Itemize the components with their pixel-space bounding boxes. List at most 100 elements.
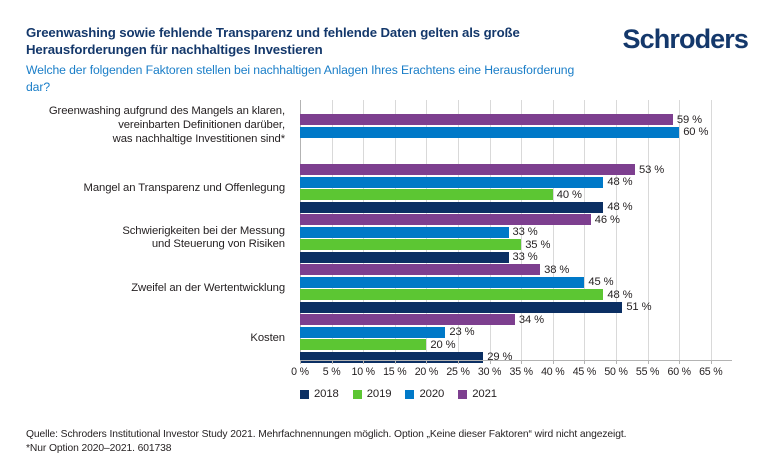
x-tick-label: 55 %	[635, 366, 660, 378]
category-axis-labels: Greenwashing aufgrund des Mangels an kla…	[0, 100, 293, 360]
legend-swatch-icon	[300, 389, 309, 399]
bar-2019-group-4	[300, 339, 427, 351]
title-block: Greenwashing sowie fehlende Transparenz …	[26, 24, 596, 95]
x-tick	[647, 360, 649, 364]
bar-2019-group-3	[300, 289, 604, 301]
x-tick-label: 45 %	[572, 366, 597, 378]
x-tick	[331, 360, 333, 364]
bar-2018-group-1	[300, 201, 604, 213]
bar-value-label: 45 %	[588, 276, 614, 289]
bar-2020-group-2	[300, 226, 509, 238]
bar-value-label: 33 %	[512, 251, 538, 264]
footnote-note: *Nur Option 2020–2021. 601738	[26, 443, 172, 454]
x-tick	[300, 360, 301, 364]
legend-swatch-icon	[352, 389, 362, 399]
category-label-line: Greenwashing aufgrund des Mangels an kla…	[48, 105, 285, 118]
category-label-line: Mangel an Transparenz und Offenlegung	[83, 181, 286, 194]
x-tick	[552, 360, 554, 364]
page-title: Greenwashing sowie fehlende Transparenz …	[26, 25, 520, 57]
x-tick-label: 0 %	[291, 366, 309, 378]
legend-label: 2019	[366, 388, 392, 400]
x-axis-line	[300, 360, 732, 361]
gridline	[616, 100, 617, 360]
bar-2021-group-1	[300, 164, 635, 175]
category-label-line: Zweifel an der Wertentwicklung	[131, 281, 285, 294]
category-label-line: und Steuerung von Risiken	[151, 238, 285, 251]
gridline	[647, 100, 649, 360]
x-tick-label: 65 %	[699, 366, 723, 378]
x-tick-label: 5 %	[322, 366, 341, 378]
x-tick	[394, 360, 396, 364]
bar-2020-group-4	[300, 326, 446, 338]
x-tick-label: 20 %	[414, 366, 439, 378]
bar-value-label: 53 %	[638, 163, 665, 176]
legend-label: 2021	[472, 388, 497, 400]
gridline	[679, 100, 681, 360]
footnote-source: Quelle: Schroders Institutional Investor…	[26, 429, 627, 440]
bar-2021-group-2	[300, 214, 591, 225]
x-tick	[458, 360, 459, 364]
x-tick-label: 25 %	[446, 366, 470, 378]
bar-2018-group-4	[300, 351, 484, 363]
bar-value-label: 38 %	[544, 263, 570, 276]
x-tick	[521, 360, 523, 364]
gridline	[521, 100, 523, 360]
legend-item-2020[interactable]: 2020	[405, 388, 444, 400]
bar-value-label: 48 %	[607, 201, 633, 214]
legend-item-2019[interactable]: 2019	[352, 388, 392, 400]
gridline	[584, 100, 586, 360]
bar-value-label: 33 %	[512, 226, 538, 239]
x-tick-label: 15 %	[383, 366, 407, 378]
category-label-line: was nachhaltige Investitionen sind*	[112, 132, 285, 145]
legend-swatch-icon	[405, 389, 415, 399]
category-label-2: Schwierigkeiten bei der Messung und Steue…	[0, 225, 293, 252]
bar-value-label: 29 %	[487, 351, 513, 364]
x-tick-label: 60 %	[667, 366, 692, 378]
bars-plot-area: 59 % 60 % 53 % 48 % 40 % 48 % 46 % 33 % 35 % 33 %…	[300, 100, 731, 364]
bar-2018-group-2	[300, 251, 509, 263]
bar-value-label: 59 %	[676, 113, 702, 126]
chart-subtitle: Welche der folgenden Faktoren stellen be…	[26, 63, 575, 94]
x-tick	[584, 360, 586, 364]
x-tick	[679, 360, 681, 364]
schroders-logo: Schroders	[622, 24, 749, 54]
x-tick-label: 35 %	[509, 366, 534, 378]
chart-plot-region: Greenwashing aufgrund des Mangels an kla…	[0, 100, 770, 385]
x-tick-label: 10 %	[351, 366, 376, 378]
bar-value-label: 35 %	[525, 238, 551, 251]
legend-item-2018[interactable]: 2018	[300, 388, 339, 400]
bar-2019-group-1	[300, 189, 553, 201]
category-label-1: Mangel an Transparenz und Offenlegung	[0, 182, 293, 196]
bar-2018-group-3	[300, 301, 623, 313]
legend-item-2021[interactable]: 2021	[458, 388, 497, 400]
x-tick	[363, 360, 365, 364]
gridline	[710, 100, 712, 360]
category-label-line: Schwierigkeiten bei der Messung	[122, 224, 285, 237]
x-tick	[489, 360, 491, 364]
bar-value-label: 48 %	[607, 176, 633, 189]
bar-value-label: 46 %	[594, 213, 620, 226]
x-tick	[710, 360, 712, 364]
bar-2020-group-0	[300, 126, 680, 138]
x-tick	[426, 360, 428, 364]
chart-legend: 2018 2019 2020 2021	[300, 388, 497, 400]
bar-value-label: 48 %	[607, 288, 633, 301]
legend-label: 2020	[419, 388, 445, 400]
bar-value-label: 23 %	[449, 326, 475, 339]
bar-value-label: 60 %	[683, 126, 709, 139]
category-label-3: Zweifel an der Wertentwicklung	[0, 282, 293, 296]
footnote-block: Quelle: Schroders Institutional Investor…	[26, 428, 746, 456]
x-tick	[616, 360, 617, 364]
bar-value-label: 40 %	[556, 188, 582, 201]
bar-2019-group-2	[300, 239, 522, 251]
x-tick-label: 50 %	[604, 366, 628, 378]
category-label-line: Kosten	[250, 331, 285, 344]
bar-2021-group-4	[300, 314, 515, 325]
x-tick-label: 30 %	[477, 366, 502, 378]
category-label-4: Kosten	[0, 332, 293, 346]
bar-2020-group-3	[300, 276, 585, 288]
bar-value-label: 34 %	[518, 313, 544, 326]
chart-header: Greenwashing sowie fehlende Transparenz …	[0, 0, 770, 100]
bar-value-label: 51 %	[626, 301, 652, 314]
gridline	[552, 100, 554, 360]
